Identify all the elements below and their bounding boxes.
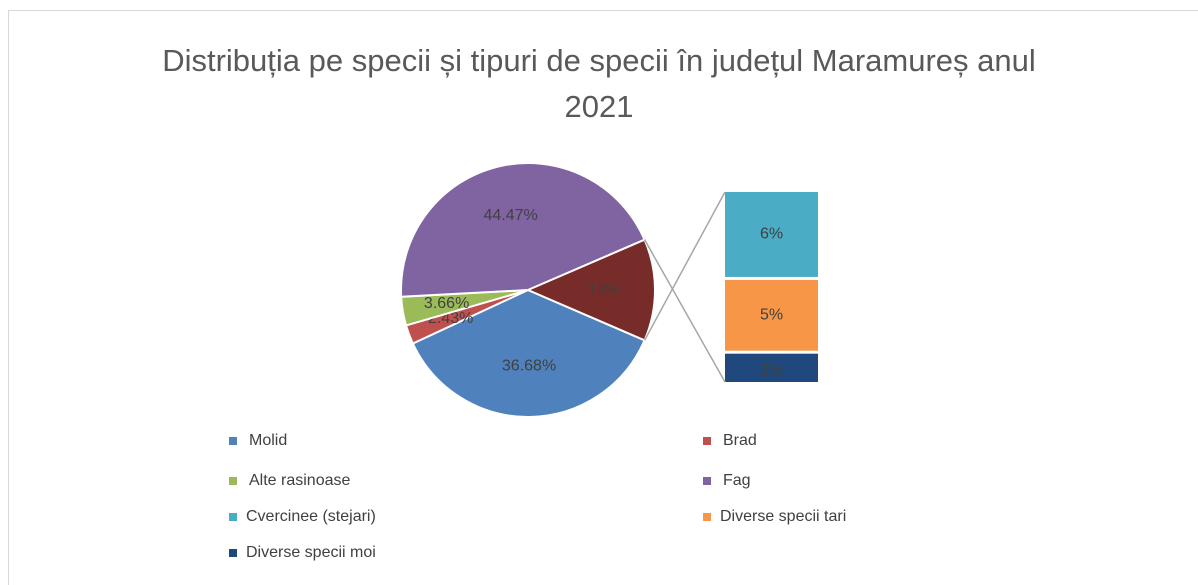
bar-segment <box>725 353 818 382</box>
pie-slice <box>400 162 646 298</box>
data-label: 13% <box>588 281 620 298</box>
legend-label: Fag <box>723 472 751 489</box>
data-label: 3.66% <box>424 295 469 312</box>
legend-label: Diverse specii moi <box>246 544 376 561</box>
connector-line <box>643 191 726 341</box>
data-label: 6% <box>760 226 783 243</box>
chart-border <box>8 10 1198 585</box>
legend-label: Alte rasinoase <box>249 472 350 489</box>
legend-label: Molid <box>249 432 287 449</box>
connector-line <box>643 239 726 383</box>
legend-marker <box>229 549 237 557</box>
pie-slice <box>411 288 646 418</box>
chart-title: Distribuția pe specii și tipuri de speci… <box>162 43 1036 124</box>
legend-marker <box>703 513 711 521</box>
legend-label: Diverse specii tari <box>720 508 846 525</box>
legend-marker <box>703 437 711 445</box>
legend-marker <box>229 477 237 485</box>
legend-marker <box>229 513 237 521</box>
legend-label: Brad <box>723 432 757 449</box>
legend-label: Cvercinee (stejari) <box>246 508 376 525</box>
bar-segment <box>725 279 818 351</box>
data-label: 5% <box>760 307 783 324</box>
data-label: 44.47% <box>483 207 537 224</box>
data-label: 2% <box>760 362 783 379</box>
bar-segment <box>725 192 818 277</box>
data-label: 36.68% <box>502 357 556 374</box>
legend-marker <box>229 437 237 445</box>
legend-marker <box>703 477 711 485</box>
